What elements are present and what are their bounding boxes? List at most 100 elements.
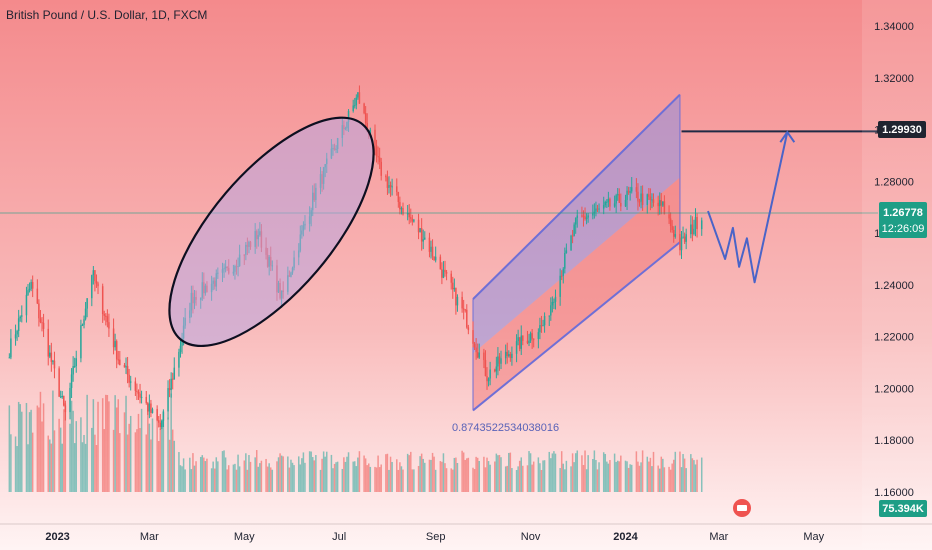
volume-bar	[668, 466, 670, 492]
candle-body	[609, 198, 611, 207]
candle-body	[119, 359, 121, 365]
volume-bar	[321, 458, 323, 492]
candle-body	[624, 199, 627, 207]
volume-bar	[84, 443, 87, 492]
volume-bar	[63, 409, 65, 492]
candle-body	[685, 234, 687, 242]
candle-body	[92, 270, 95, 276]
candle-body	[420, 228, 423, 242]
x-tick-label: Nov	[521, 531, 541, 543]
volume-bar	[304, 462, 306, 492]
candle-body	[80, 325, 82, 359]
volume-bar	[81, 442, 84, 492]
candle-body	[364, 113, 367, 123]
volume-bar	[210, 468, 213, 492]
volume-bar	[662, 458, 664, 492]
current-price-badge-bg	[879, 202, 927, 238]
volume-bar	[266, 466, 269, 492]
economic-event-icon[interactable]	[733, 499, 751, 517]
candle-body	[388, 185, 390, 188]
candle-body	[564, 253, 566, 269]
candle-body	[41, 322, 43, 324]
candle-body	[444, 269, 446, 273]
candle-body	[105, 315, 107, 317]
volume-bar	[38, 407, 40, 492]
volume-bar	[442, 453, 445, 492]
candle-body	[478, 352, 480, 358]
candle-body	[21, 315, 23, 317]
candle-body	[450, 273, 452, 283]
volume-bar	[411, 469, 414, 492]
volume-bar	[156, 408, 158, 492]
volume-bar	[94, 434, 96, 492]
candle-body	[511, 353, 513, 359]
candle-body	[571, 235, 574, 237]
volume-bar	[574, 453, 577, 492]
volume-bar	[397, 469, 400, 492]
volume-bar	[651, 466, 653, 492]
candle-body	[70, 374, 73, 389]
candle-body	[537, 332, 540, 339]
candle-body	[445, 272, 448, 274]
candle-body	[461, 296, 463, 309]
candle-body	[125, 365, 127, 368]
candle-body	[604, 201, 607, 206]
volume-bar	[377, 455, 379, 492]
volume-bar	[672, 459, 675, 492]
candle-body	[377, 155, 379, 158]
volume-bar	[428, 459, 431, 492]
x-tick-label: Mar	[140, 531, 159, 543]
volume-bar	[27, 444, 29, 492]
candle-body	[441, 269, 443, 278]
volume-bar	[162, 412, 165, 492]
candle-body	[61, 395, 63, 397]
candle-body	[39, 318, 42, 323]
candle-body	[517, 337, 519, 342]
candle-body	[694, 217, 697, 229]
volume-bar	[103, 429, 105, 492]
candle-body	[30, 282, 32, 289]
volume-bar	[500, 457, 502, 492]
volume-bar	[476, 457, 479, 492]
volume-bar	[685, 468, 687, 492]
candle-body	[64, 405, 67, 413]
volume-bar	[276, 461, 278, 492]
candle-body	[553, 301, 555, 303]
volume-bar	[489, 464, 491, 492]
volume-bar	[467, 457, 470, 492]
volume-bar	[587, 455, 589, 492]
candle-body	[108, 322, 110, 329]
volume-bar	[641, 450, 644, 492]
volume-bar	[380, 464, 382, 492]
candle-body	[584, 216, 586, 220]
volume-bar	[570, 466, 572, 492]
volume-bar	[322, 451, 325, 492]
volume-bar	[50, 443, 53, 492]
candle-body	[658, 200, 661, 207]
volume-bar	[206, 458, 208, 492]
volume-bar	[125, 395, 127, 492]
candle-body	[637, 191, 639, 202]
candle-body	[354, 105, 356, 107]
candle-body	[693, 228, 695, 235]
volume-bar	[279, 453, 281, 492]
candle-body	[134, 381, 137, 391]
volume-bar	[419, 456, 421, 492]
volume-bar	[355, 466, 358, 492]
candle-body	[106, 316, 109, 323]
volume-bar	[635, 451, 638, 492]
volume-bar	[344, 461, 347, 492]
candle-body	[683, 236, 686, 242]
x-tick-label: 2023	[45, 531, 69, 543]
target-price-label: 1.29930	[882, 124, 922, 136]
candle-body	[630, 187, 633, 192]
candle-body	[598, 208, 600, 210]
candle-body	[128, 374, 130, 383]
volume-bar	[254, 457, 256, 492]
y-tick-label: 1.18000	[874, 435, 914, 447]
volume-bar	[293, 465, 295, 492]
candle-body	[674, 234, 677, 237]
volume-bar	[441, 461, 443, 492]
candle-body	[669, 218, 672, 226]
